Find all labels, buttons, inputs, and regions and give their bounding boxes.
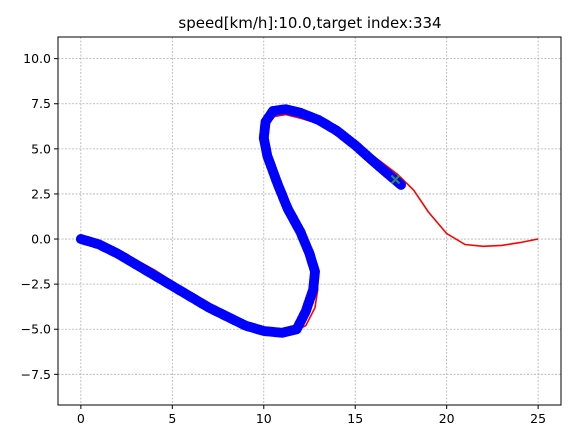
- y-tick-label: −7.5: [21, 367, 51, 382]
- target-marker-stroke: [390, 174, 401, 185]
- series-layer: [75, 104, 539, 338]
- x-tick-label: 25: [530, 411, 546, 426]
- trajectory-points: [75, 104, 406, 338]
- y-tick-label: 7.5: [31, 96, 51, 111]
- y-tick-label: 10.0: [23, 51, 51, 66]
- plot-frame: [57, 36, 562, 406]
- y-tick-label: 0.0: [31, 232, 51, 247]
- y-axis: −7.5 −5.0 −2.5 0.0 2.5 5.0 7.5 10.0: [21, 51, 58, 382]
- y-tick-label: 2.5: [31, 186, 51, 201]
- x-axis: 0 5 10 15 20 25: [77, 405, 546, 426]
- y-tick-label: 5.0: [31, 141, 51, 156]
- x-tick-label: 5: [168, 411, 176, 426]
- target-marker: [390, 174, 401, 185]
- grid: [58, 37, 561, 405]
- x-tick-label: 0: [77, 411, 85, 426]
- chart-title: speed[km/h]:10.0,target index:334: [178, 14, 441, 32]
- x-tick-label: 15: [347, 411, 363, 426]
- y-tick-label: −2.5: [21, 277, 51, 292]
- y-tick-label: −5.0: [21, 322, 51, 337]
- x-tick-label: 20: [439, 411, 455, 426]
- x-tick-label: 10: [256, 411, 272, 426]
